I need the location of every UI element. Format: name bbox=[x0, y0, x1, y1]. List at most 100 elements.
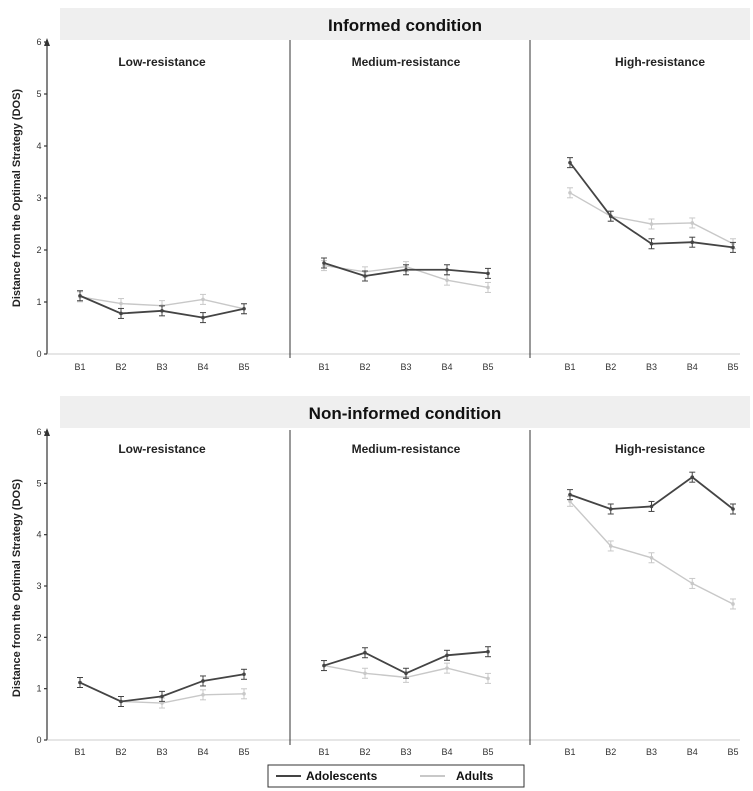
panel-title: Low-resistance bbox=[118, 442, 206, 456]
chart-block: Non-informed condition 0 1 2 3 4 5 6 Distance fr… bbox=[11, 396, 750, 757]
x-tick-label: B5 bbox=[482, 362, 493, 372]
x-tick-label: B1 bbox=[564, 362, 575, 372]
panel: High-resistance B1 B2 B3 B4 B5 bbox=[564, 55, 738, 372]
panel: Low-resistance B1 B2 B3 B4 B5 bbox=[74, 55, 249, 372]
x-tick-label: B4 bbox=[687, 362, 698, 372]
data-point bbox=[160, 701, 164, 705]
x-tick-label: B1 bbox=[564, 747, 575, 757]
x-tick-label: B5 bbox=[238, 747, 249, 757]
legend-box bbox=[267, 764, 525, 788]
x-tick-label: B5 bbox=[238, 362, 249, 372]
data-point bbox=[690, 240, 695, 244]
data-point bbox=[445, 278, 449, 282]
data-point bbox=[649, 504, 654, 509]
x-tick-label: B3 bbox=[156, 362, 167, 372]
x-tick-label: B2 bbox=[605, 747, 616, 757]
series-line bbox=[569, 162, 734, 249]
panel: High-resistance B1 B2 B3 B4 B5 bbox=[564, 442, 738, 757]
x-tick-label: B3 bbox=[400, 747, 411, 757]
y-tick-label: 3 bbox=[36, 581, 41, 591]
panel-title: Medium-resistance bbox=[352, 442, 461, 456]
y-tick-label: 2 bbox=[36, 632, 41, 642]
y-tick-label: 4 bbox=[36, 530, 41, 540]
x-tick-label: B4 bbox=[687, 747, 698, 757]
data-point bbox=[404, 267, 408, 272]
data-point bbox=[363, 671, 367, 676]
panel: Low-resistance B1 B2 B3 B4 B5 bbox=[74, 442, 249, 757]
x-tick-label: B4 bbox=[197, 747, 208, 757]
y-tick-label: 1 bbox=[36, 297, 41, 307]
data-point bbox=[486, 649, 490, 654]
panel-title: Low-resistance bbox=[118, 55, 206, 69]
data-point bbox=[649, 555, 654, 560]
data-point bbox=[201, 679, 205, 683]
series-line bbox=[569, 192, 734, 245]
data-point bbox=[242, 692, 246, 696]
x-tick-label: B3 bbox=[156, 747, 167, 757]
y-axis-label: Distance from the Optimal Strategy (DOS) bbox=[11, 479, 23, 698]
legend: Adolescents Adults bbox=[267, 764, 525, 788]
data-point bbox=[568, 492, 572, 497]
chart-block: Informed condition 0 1 2 3 4 5 6 Distance from t… bbox=[11, 8, 750, 372]
y-axis-label: Distance from the Optimal Strategy (DOS) bbox=[11, 89, 23, 308]
y-tick-label: 4 bbox=[36, 141, 41, 151]
y-tick-label: 0 bbox=[36, 735, 41, 745]
x-tick-label: B5 bbox=[727, 747, 738, 757]
x-tick-label: B2 bbox=[605, 362, 616, 372]
data-point bbox=[322, 261, 326, 265]
data-point bbox=[119, 311, 123, 316]
data-point bbox=[242, 672, 246, 677]
data-point bbox=[78, 293, 82, 298]
x-tick-label: B2 bbox=[115, 362, 126, 372]
y-tick-label: 5 bbox=[36, 89, 41, 99]
data-point bbox=[568, 191, 572, 195]
data-point bbox=[486, 676, 490, 681]
data-point bbox=[690, 581, 695, 586]
legend-label: Adolescents bbox=[306, 769, 378, 783]
y-tick-label: 6 bbox=[36, 427, 41, 437]
panel-title: High-resistance bbox=[615, 55, 705, 69]
condition-banner bbox=[60, 8, 750, 40]
data-point bbox=[119, 301, 123, 306]
data-point bbox=[322, 663, 326, 668]
condition-banner bbox=[60, 396, 750, 428]
x-tick-label: B3 bbox=[646, 747, 657, 757]
data-point bbox=[363, 650, 367, 655]
x-tick-label: B3 bbox=[646, 362, 657, 372]
data-point bbox=[486, 271, 490, 276]
x-tick-label: B4 bbox=[441, 362, 452, 372]
y-tick-label: 1 bbox=[36, 684, 41, 694]
legend-label: Adults bbox=[456, 769, 494, 783]
x-tick-label: B2 bbox=[115, 747, 126, 757]
data-point bbox=[608, 214, 613, 218]
data-point bbox=[608, 544, 613, 548]
data-point bbox=[445, 666, 449, 670]
data-point bbox=[201, 693, 205, 697]
data-point bbox=[690, 221, 695, 225]
data-point bbox=[445, 267, 449, 272]
data-point bbox=[201, 297, 205, 302]
x-tick-label: B5 bbox=[727, 362, 738, 372]
data-point bbox=[568, 499, 572, 504]
panel-title: High-resistance bbox=[615, 442, 705, 456]
condition-title: Informed condition bbox=[328, 16, 482, 35]
x-tick-label: B3 bbox=[400, 362, 411, 372]
panel: Medium-resistance B1 B2 B3 B4 B5 bbox=[318, 442, 493, 757]
x-tick-label: B4 bbox=[441, 747, 452, 757]
data-point bbox=[731, 507, 735, 511]
panel: Medium-resistance B1 B2 B3 B4 B5 bbox=[318, 55, 493, 372]
data-point bbox=[242, 306, 246, 311]
data-point bbox=[649, 222, 654, 226]
data-point bbox=[445, 653, 449, 658]
data-point bbox=[486, 285, 490, 290]
x-tick-label: B2 bbox=[359, 362, 370, 372]
x-tick-label: B1 bbox=[74, 747, 85, 757]
y-tick-label: 2 bbox=[36, 245, 41, 255]
data-point bbox=[649, 241, 654, 246]
data-point bbox=[568, 160, 572, 165]
y-tick-label: 6 bbox=[36, 37, 41, 47]
data-point bbox=[78, 680, 82, 685]
x-tick-label: B2 bbox=[359, 747, 370, 757]
y-tick-label: 0 bbox=[36, 349, 41, 359]
